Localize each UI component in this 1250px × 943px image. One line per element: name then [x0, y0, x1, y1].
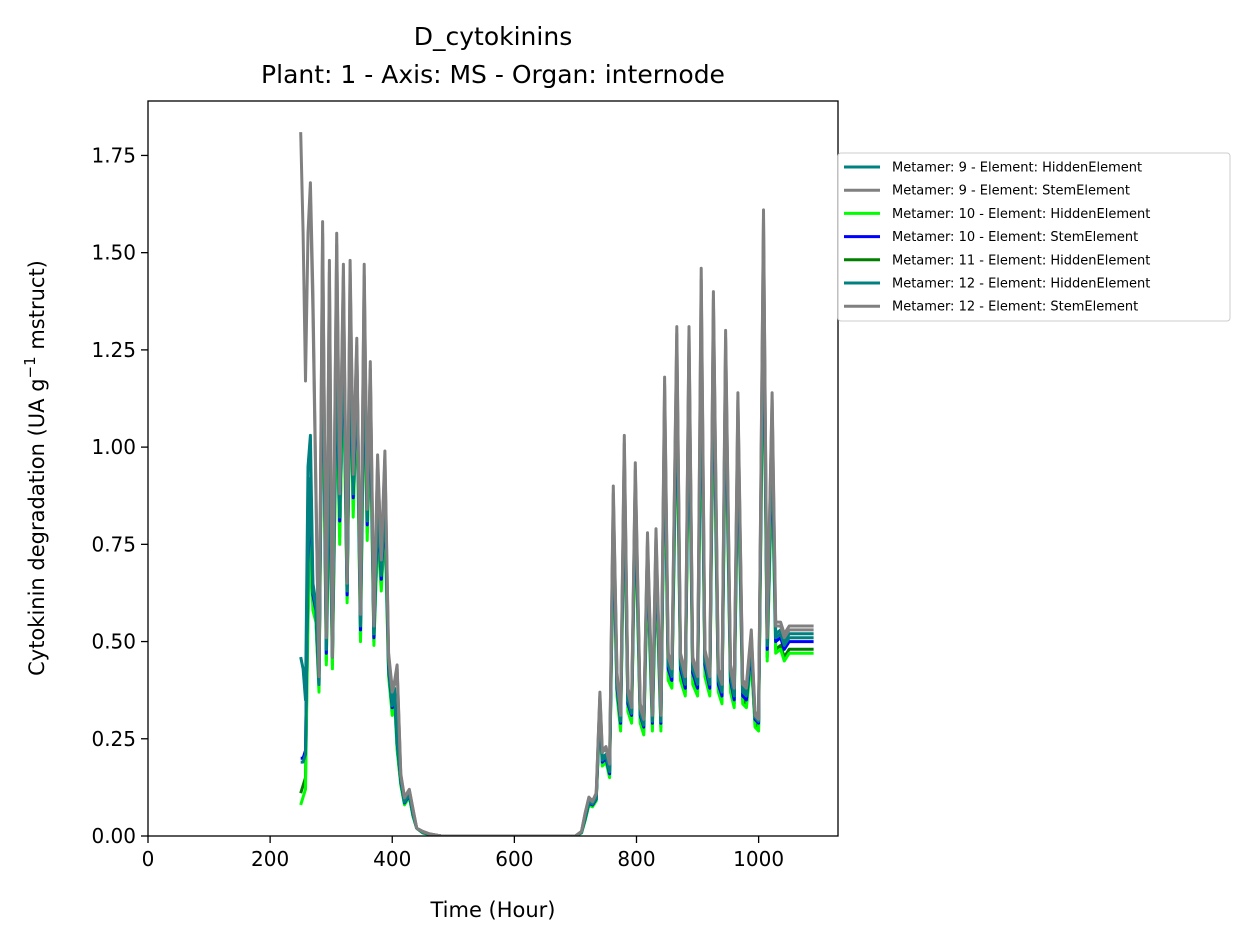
x-tick-label: 800	[617, 847, 655, 871]
y-tick-label: 1.25	[91, 338, 136, 362]
y-axis-label: Cytokinin degradation (UA g−1 mstruct)	[21, 260, 49, 676]
y-tick-label: 1.75	[91, 143, 136, 167]
y-tick-label: 1.50	[91, 241, 136, 265]
legend-label: Metamer: 9 - Element: HiddenElement	[892, 161, 1142, 176]
legend-label: Metamer: 9 - Element: StemElement	[892, 184, 1130, 199]
y-axis: 0.00 0.25 0.50 0.75 1.00 1.25 1.50 1.75	[91, 143, 148, 848]
y-tick-label: 0.00	[91, 824, 136, 848]
chart-subtitle: Plant: 1 - Axis: MS - Organ: internode	[261, 60, 725, 89]
plot-frame	[147, 100, 839, 837]
x-tick-label: 200	[251, 847, 289, 871]
y-axis-label-superscript: −1	[21, 356, 39, 378]
y-axis-label-main: Cytokinin degradation (UA g	[25, 378, 49, 675]
series-line-7	[308, 198, 814, 836]
x-axis-label: Time (Hour)	[429, 898, 555, 922]
series-layer	[299, 132, 814, 836]
x-tick-label: 0	[142, 847, 155, 871]
x-tick-label: 600	[495, 847, 533, 871]
legend-label: Metamer: 10 - Element: StemElement	[892, 230, 1138, 245]
y-axis-label-tail: mstruct)	[25, 260, 49, 356]
x-tick-label: 400	[373, 847, 411, 871]
y-tick-label: 0.75	[91, 532, 136, 556]
plot-area	[147, 100, 839, 837]
legend-entries: Metamer: 9 - Element: HiddenElement Metam…	[844, 161, 1150, 315]
legend: Metamer: 9 - Element: HiddenElement Metam…	[837, 152, 1231, 322]
legend-label: Metamer: 12 - Element: HiddenElement	[892, 277, 1150, 292]
legend-label: Metamer: 10 - Element: HiddenElement	[892, 207, 1150, 222]
legend-label: Metamer: 12 - Element: StemElement	[892, 300, 1138, 315]
x-tick-label: 1000	[733, 847, 784, 871]
legend-frame	[837, 152, 1231, 322]
y-tick-label: 1.00	[91, 435, 136, 459]
legend-label: Metamer: 11 - Element: HiddenElement	[892, 253, 1150, 268]
x-axis: 0 200 400 600 800 1000	[142, 836, 784, 871]
chart-title: D_cytokinins	[414, 22, 572, 51]
y-tick-label: 0.50	[91, 630, 136, 654]
y-tick-label: 0.25	[91, 727, 136, 751]
